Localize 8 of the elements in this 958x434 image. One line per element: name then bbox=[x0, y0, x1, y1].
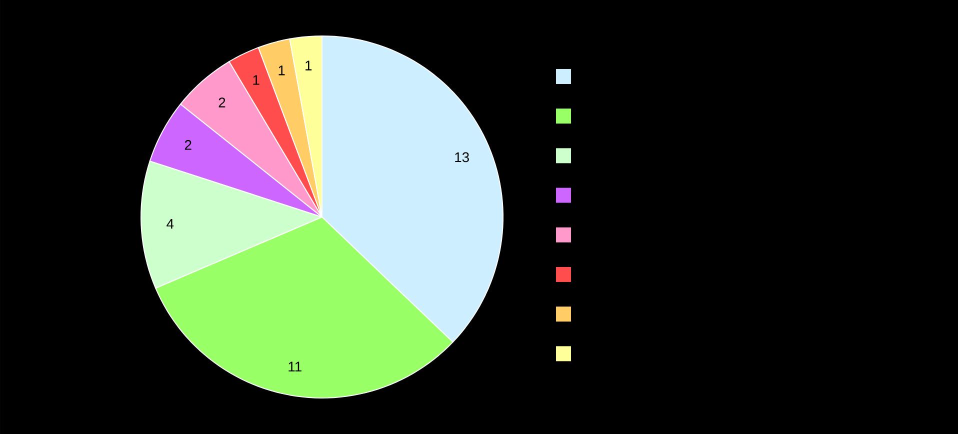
data-label: 11 bbox=[288, 362, 302, 372]
data-label: 1 bbox=[278, 66, 285, 76]
data-label: 1 bbox=[253, 75, 260, 85]
data-label: 13 bbox=[455, 152, 469, 162]
data-label: 4 bbox=[166, 219, 174, 229]
data-label: 2 bbox=[218, 98, 226, 108]
data-label: 2 bbox=[184, 140, 192, 150]
data-label: 1 bbox=[306, 60, 312, 70]
